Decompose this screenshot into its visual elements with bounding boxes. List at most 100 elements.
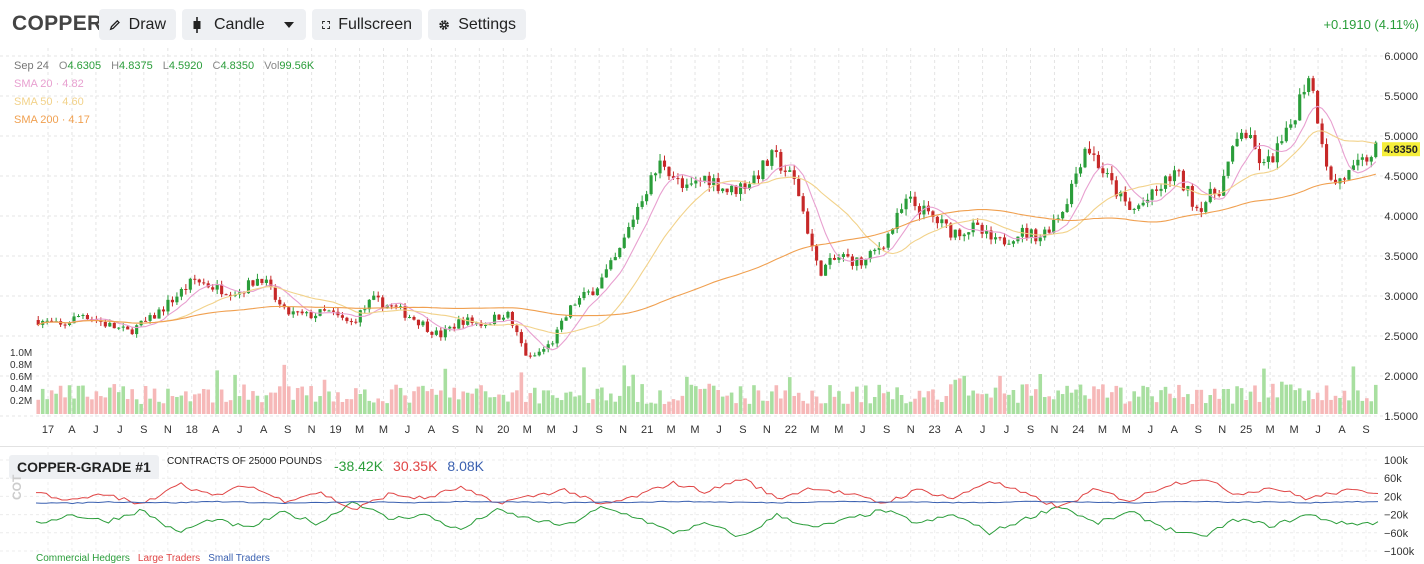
x-tick-label: N <box>308 424 316 436</box>
volume-bar <box>295 387 300 414</box>
volume-bar <box>801 400 805 414</box>
candle-body <box>434 330 438 335</box>
fullscreen-button[interactable]: Fullscreen <box>312 9 422 40</box>
draw-button-label: Draw <box>128 15 166 33</box>
volume-bar <box>600 387 604 414</box>
candle-body <box>1043 229 1047 238</box>
legend-close: C4.8350 <box>212 60 254 72</box>
candle-body <box>193 278 197 280</box>
volume-bar <box>1074 389 1078 414</box>
candle-body <box>1195 206 1199 209</box>
volume-bar <box>1217 398 1221 414</box>
volume-bar <box>1262 368 1266 414</box>
volume-bar <box>188 401 193 414</box>
legend-low-key: L <box>162 60 169 72</box>
x-tick-label: S <box>1195 424 1202 436</box>
x-tick-label: N <box>1050 424 1058 436</box>
chart-type-dropdown[interactable]: Candle <box>182 9 306 40</box>
volume-bar <box>336 392 340 414</box>
volume-bar <box>617 395 622 414</box>
candle-body <box>229 294 233 296</box>
volume-bar <box>1284 384 1289 414</box>
cot-legend-commercial[interactable]: Commercial Hedgers <box>36 553 130 564</box>
candle-body <box>1248 134 1253 139</box>
volume-bar <box>1333 395 1338 414</box>
volume-bar <box>456 399 461 414</box>
candle-body <box>765 160 769 166</box>
candle-body <box>372 295 376 300</box>
x-tick-label: N <box>619 424 627 436</box>
candle-body <box>604 269 608 278</box>
volume-bar <box>510 392 515 414</box>
candle-body <box>188 278 192 290</box>
settings-button[interactable]: Settings <box>428 9 526 40</box>
volume-bar <box>1096 389 1101 414</box>
volume-bar <box>957 378 962 414</box>
volume-bar <box>1029 395 1034 414</box>
draw-button[interactable]: Draw <box>99 9 176 40</box>
legend-sma50[interactable]: SMA 50 · 4.60 <box>14 96 84 108</box>
candle-body <box>542 349 546 352</box>
candle-body <box>1298 94 1302 121</box>
volume-bar <box>635 401 640 414</box>
candle-body <box>1159 188 1163 191</box>
volume-bar <box>1181 397 1186 414</box>
cot-legend-small[interactable]: Small Traders <box>208 553 270 564</box>
candle-body <box>640 201 644 207</box>
volume-bar <box>631 374 635 414</box>
price-chart[interactable]: 6.0000 5.5000 5.0000 4.5000 4.0000 3.5000 3.00… <box>0 48 1424 446</box>
x-tick-label: M <box>690 424 699 436</box>
candle-body <box>528 355 532 357</box>
cot-legend-large[interactable]: Large Traders <box>137 553 201 564</box>
candle-body <box>609 260 613 270</box>
volume-bar <box>425 391 430 414</box>
candle-body <box>246 280 251 294</box>
candle-body <box>904 198 908 210</box>
candle-body <box>1002 237 1007 245</box>
candle-body <box>1141 202 1145 206</box>
volume-bar <box>582 367 586 414</box>
legend-sma200[interactable]: SMA 200 · 4.17 <box>14 114 90 126</box>
volume-bar <box>483 391 488 414</box>
candle-body <box>166 299 170 312</box>
volume-bar <box>206 389 211 414</box>
candle-body <box>1052 220 1056 233</box>
volume-bar <box>747 403 752 414</box>
volume-bar <box>273 392 278 414</box>
volume-bar <box>72 398 76 414</box>
volume-bar <box>761 400 765 414</box>
volume-bar <box>54 393 58 414</box>
x-tick-label: J <box>117 424 123 436</box>
volume-bar <box>850 391 855 414</box>
cot-title[interactable]: COPPER-GRADE #1 <box>9 455 159 479</box>
candle-body <box>573 304 577 306</box>
candle-body <box>211 287 215 290</box>
candle-body <box>855 257 859 266</box>
volume-bar <box>94 391 99 414</box>
y-tick-label: 3.0000 <box>1384 291 1418 303</box>
candle-body <box>322 309 327 311</box>
candle-body <box>327 310 331 312</box>
volume-tick-label: 1.0M <box>10 348 32 359</box>
volume-bar <box>470 393 474 414</box>
candle-body <box>1360 157 1364 160</box>
candle-body <box>1356 159 1360 166</box>
candle-body <box>595 288 599 296</box>
volume-bar <box>1101 384 1105 414</box>
volume-bar <box>532 387 537 414</box>
volume-bar <box>371 402 376 414</box>
candle-body <box>497 314 501 320</box>
candle-body <box>1011 241 1015 244</box>
volume-bar <box>398 387 403 414</box>
volume-bar <box>559 400 564 414</box>
x-tick-label: A <box>212 424 220 436</box>
volume-bar <box>1034 389 1038 414</box>
legend-sma20[interactable]: SMA 20 · 4.82 <box>14 78 84 90</box>
volume-bar <box>354 388 358 414</box>
candle-body <box>412 316 416 320</box>
candle-body <box>618 247 622 258</box>
volume-bar <box>864 385 868 414</box>
cot-chart[interactable]: 100k 60k 20k −20k −60k −100k <box>0 446 1424 561</box>
candle-body <box>130 329 134 335</box>
volume-bar <box>1302 400 1306 414</box>
